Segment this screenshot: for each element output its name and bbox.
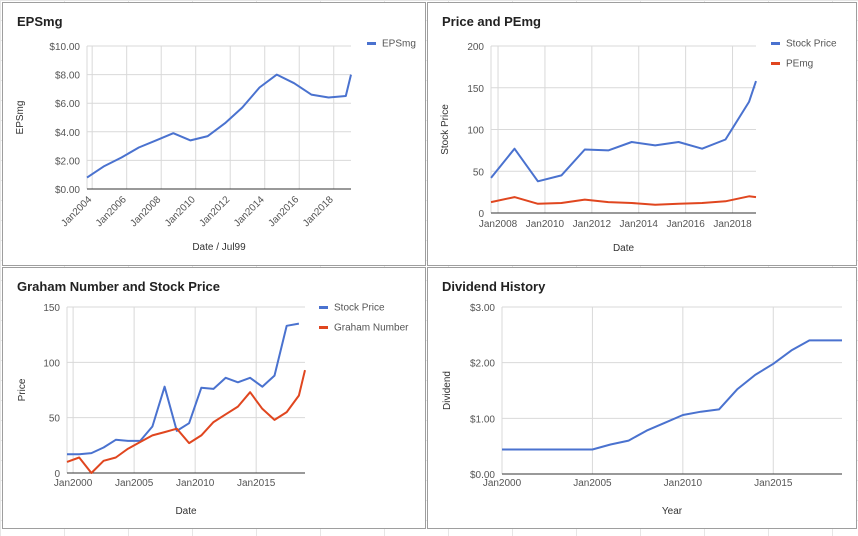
y-tick-label: $2.00 [55,156,80,167]
y-tick-label: 100 [467,126,484,137]
x-tick-label: Jan2018 [713,219,752,230]
x-tick-label: Jan2010 [526,219,565,230]
legend-swatch [319,326,328,329]
x-tick-label: Jan2015 [237,478,276,489]
series-line-stock-price [67,322,300,456]
legend-swatch [771,62,780,65]
x-tick-label: Jan2016 [266,194,301,229]
chart-title: EPSmg [17,14,63,29]
y-tick-label: $4.00 [55,128,80,139]
x-tick-label: Jan2004 [59,194,94,229]
x-tick-label: Jan2015 [754,478,793,489]
x-axis-title: Date [613,243,635,254]
y-tick-label: 100 [43,358,60,369]
dividend-chart: $0.00 $1.00 $2.00 $3.00 Jan2000 Jan2005 Jan201… [442,303,842,517]
x-axis-title: Date [175,506,197,517]
legend-label: PEmg [786,59,813,70]
series-line-dividend [502,339,842,451]
y-tick-label: 50 [473,167,485,178]
y-tick-label: 0 [478,209,484,220]
y-tick-label: $8.00 [55,71,80,82]
graham-chart-panel: Graham Number and Stock Price 0 50 100 150 J… [2,267,426,529]
legend-label: Graham Number [334,323,409,334]
x-tick-label: Jan2012 [573,219,612,230]
series-line-pemg [490,195,757,206]
chart-title: Graham Number and Stock Price [17,279,221,294]
series-line-stock-price [490,80,757,183]
x-tick-label: Jan2010 [664,478,703,489]
y-axis-title: Stock Price [440,104,451,155]
graham-chart: 0 50 100 150 Jan2000 Jan2005 Jan2010 Jan2015 Dat… [17,303,409,518]
x-tick-label: Jan2005 [115,478,154,489]
legend-swatch [367,42,376,45]
x-tick-label: Jan2000 [483,478,522,489]
y-tick-label: $0.00 [470,470,495,481]
legend-label: EPSmg [382,39,416,50]
y-tick-label: $0.00 [55,185,80,196]
series-line-graham-number [66,369,306,474]
x-tick-label: Jan2008 [128,194,163,229]
x-tick-label: Jan2000 [54,478,93,489]
legend-swatch [771,42,780,45]
legend-label: Stock Price [786,39,837,50]
eps-chart-panel: EPSmg $0.00 $2.00 $4.00 $6.00 $8.00 $10.00 Jan… [2,2,426,266]
y-tick-label: 150 [467,84,484,95]
y-tick-label: $3.00 [470,303,495,314]
x-axis-title: Year [662,506,683,517]
y-tick-label: $10.00 [49,42,80,53]
y-tick-label: 50 [49,414,61,425]
x-tick-label: Jan2012 [197,194,232,229]
y-tick-label: 0 [54,469,60,480]
y-axis-title: Price [17,378,28,401]
price-pe-chart: 0 50 100 150 200 Jan2008 Jan2010 Jan2012 Jan2014… [440,39,837,255]
y-tick-label: $2.00 [470,359,495,370]
legend-swatch [319,306,328,309]
x-tick-label: Jan2005 [573,478,612,489]
x-tick-label: Jan2010 [176,478,215,489]
y-tick-label: 200 [467,42,484,53]
y-tick-label: $1.00 [470,414,495,425]
dividend-chart-panel: Dividend History $0.00 $1.00 $2.00 $3.00 Jan… [427,267,857,529]
legend-label: Stock Price [334,303,385,314]
x-tick-label: Jan2008 [479,219,518,230]
series-line-epsmg [86,73,352,179]
chart-title: Price and PEmg [442,14,541,29]
y-tick-label: $6.00 [55,99,80,110]
y-axis-title: EPSmg [15,101,26,135]
x-axis-title: Date / Jul99 [192,242,246,253]
chart-title: Dividend History [442,279,546,294]
x-tick-label: Jan2010 [163,194,198,229]
y-axis-title: Dividend [442,371,453,410]
y-tick-label: 150 [43,303,60,314]
x-tick-label: Jan2014 [232,194,267,229]
price-pe-chart-panel: Price and PEmg 0 50 100 150 200 Jan2008 Jan201… [427,2,857,266]
x-tick-label: Jan2018 [301,194,336,229]
x-tick-label: Jan2016 [666,219,705,230]
x-tick-label: Jan2006 [94,194,129,229]
x-tick-label: Jan2014 [620,219,659,230]
